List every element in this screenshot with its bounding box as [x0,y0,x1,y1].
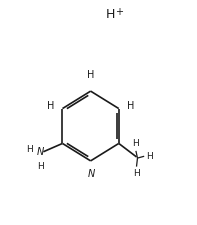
Text: H: H [127,101,134,111]
Text: +: + [115,7,123,17]
Text: N: N [88,169,95,179]
Text: H: H [132,139,139,148]
Text: H: H [146,152,152,161]
Text: H: H [87,70,94,80]
Text: H: H [27,145,33,154]
Text: N: N [37,146,45,157]
Text: H: H [133,169,140,178]
Text: H: H [106,8,115,21]
Text: H: H [47,101,55,111]
Text: H: H [37,162,43,171]
